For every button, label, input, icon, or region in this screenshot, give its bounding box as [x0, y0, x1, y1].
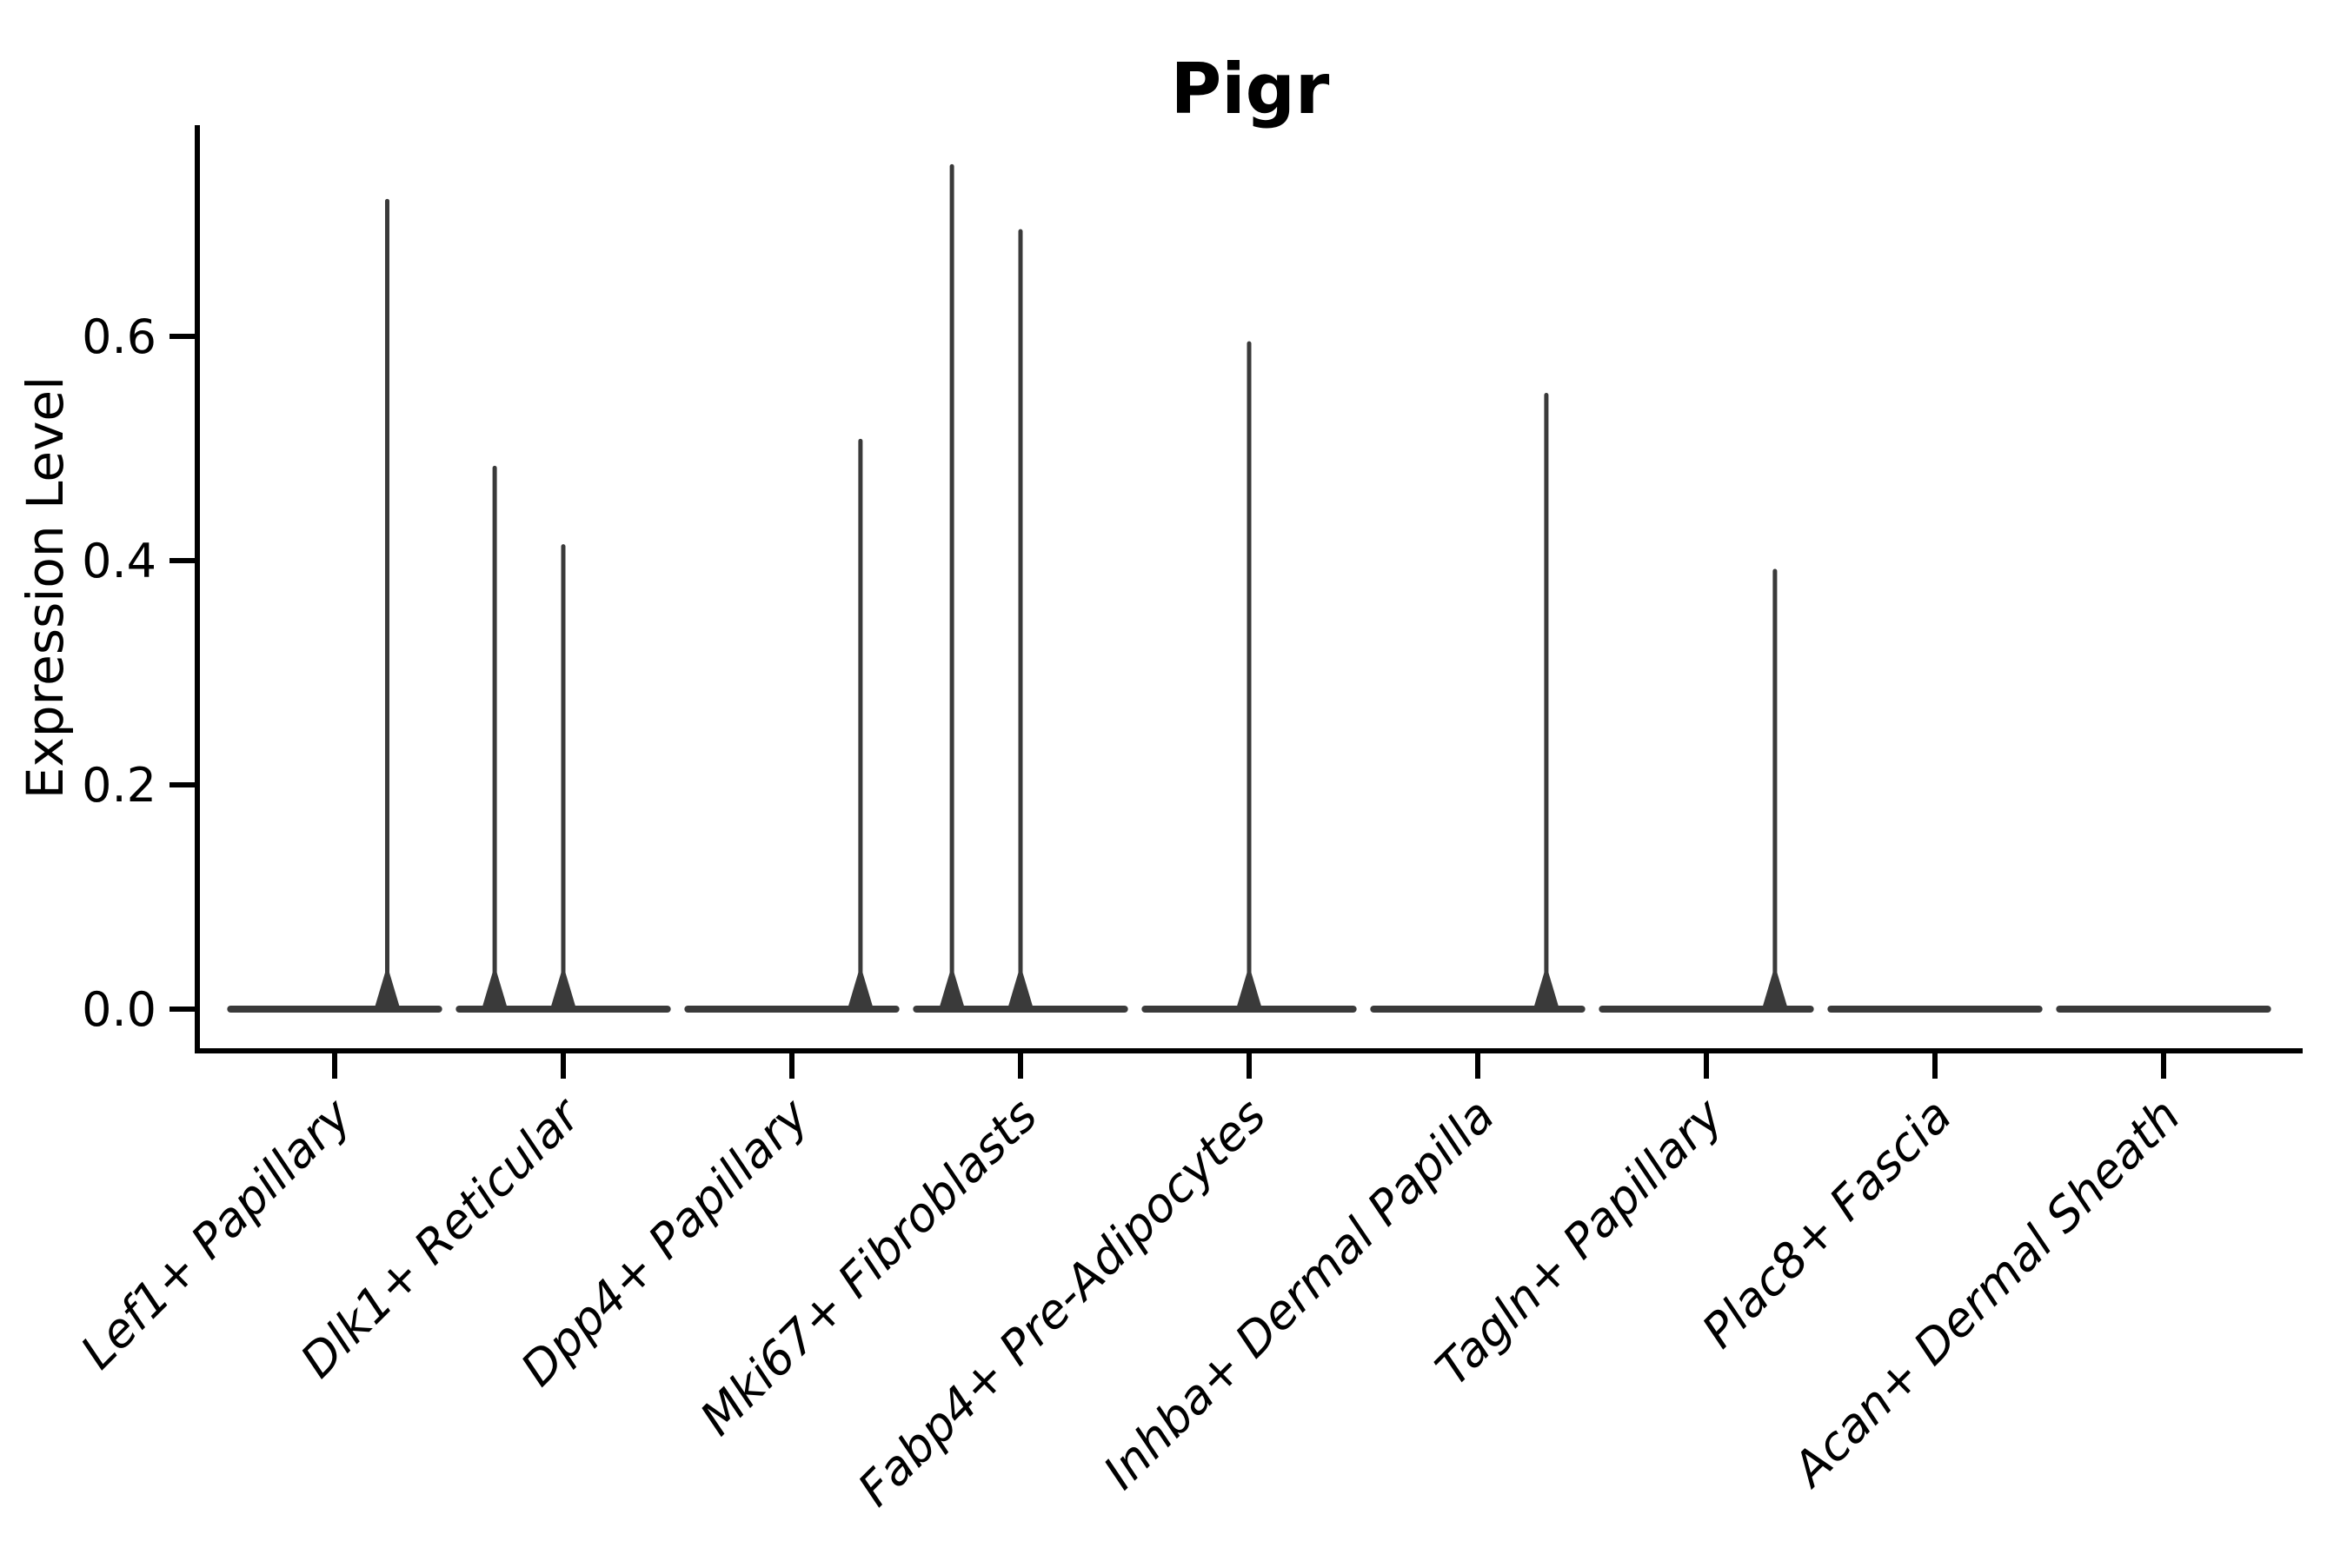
violin-spike-base: [1761, 973, 1788, 1009]
x-tick-label: Fabp4+ Pre-Adipocytes: [848, 1088, 1276, 1517]
violin-spike-base: [847, 973, 874, 1009]
violin-spike-base: [939, 973, 966, 1009]
violin-spike-base: [374, 973, 401, 1009]
violin-spike-base: [1007, 973, 1034, 1009]
x-tick-label: Inhba+ Dermal Papilla: [1093, 1088, 1505, 1500]
violin-spike-base: [482, 973, 509, 1009]
violin-spike-base: [550, 973, 576, 1009]
y-tick-label: 0.6: [82, 309, 156, 364]
y-axis-ticks: 0.0 0.2 0.4 0.6: [82, 309, 197, 1037]
violin-spike-base: [1533, 973, 1559, 1009]
chart-title: Pigr: [1171, 49, 1330, 130]
y-tick-label: 0.4: [82, 534, 156, 588]
violins: [227, 163, 2271, 1013]
y-tick-label: 0.0: [82, 982, 156, 1037]
y-axis-title: Expression Level: [16, 376, 75, 799]
x-tick-label: Acan+ Dermal Sheath: [1780, 1088, 2191, 1498]
violin-spike-base: [1236, 973, 1262, 1009]
y-tick-label: 0.2: [82, 758, 156, 813]
